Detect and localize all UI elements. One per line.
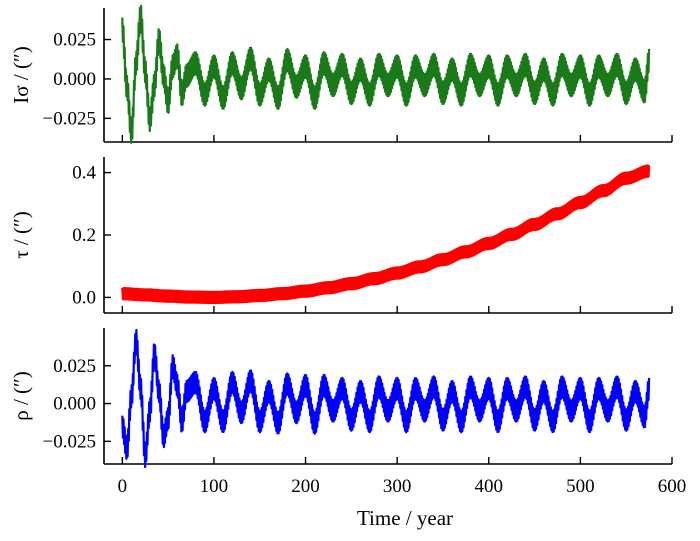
y-tick-label: −0.025 bbox=[43, 431, 96, 452]
y-axis-title: τ / (″) bbox=[9, 211, 33, 259]
x-tick-label: 400 bbox=[475, 476, 504, 497]
y-tick-label: 0.000 bbox=[53, 394, 96, 415]
y-tick-label: 0.2 bbox=[72, 225, 96, 246]
x-tick-label: 600 bbox=[658, 476, 687, 497]
panel-1: −0.025 0.000 0.025 Iσ / (″) bbox=[9, 4, 673, 144]
y-tick-label: 0.000 bbox=[53, 69, 96, 90]
y-tick-label: 0.4 bbox=[72, 163, 96, 184]
x-tick-label: 300 bbox=[383, 476, 412, 497]
y-tick-label: 0.0 bbox=[72, 287, 96, 308]
panel-1-series-line bbox=[121, 4, 651, 144]
y-tick-label: 0.025 bbox=[53, 356, 96, 377]
x-axis-title: Time / year bbox=[357, 506, 453, 530]
panel-2-series-line bbox=[121, 164, 651, 305]
y-tick-label: −0.025 bbox=[43, 108, 96, 129]
x-tick-label: 100 bbox=[200, 476, 229, 497]
y-tick-label: 0.025 bbox=[53, 30, 96, 51]
x-tick-label: 0 bbox=[118, 476, 128, 497]
panel-3: −0.025 0.000 0.025 0 100 200 300 400 500 600 ρ / (… bbox=[9, 328, 686, 497]
panel-3-series-line bbox=[121, 328, 651, 469]
y-axis-title: ρ / (″) bbox=[9, 371, 33, 421]
y-axis-title: Iσ / (″) bbox=[9, 46, 33, 103]
x-tick-label: 200 bbox=[291, 476, 320, 497]
panel-2: 0.0 0.2 0.4 τ / (″) bbox=[9, 157, 673, 314]
x-tick-label: 500 bbox=[566, 476, 595, 497]
panels: −0.025 0.000 0.025 Iσ / (″) 0.0 0.2 0.4 τ / (″)… bbox=[9, 4, 686, 497]
